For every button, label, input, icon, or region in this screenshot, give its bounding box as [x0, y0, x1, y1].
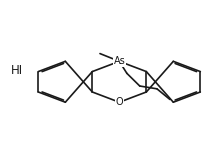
Text: HI: HI — [11, 64, 23, 77]
Text: O: O — [115, 97, 123, 107]
Text: As: As — [114, 56, 125, 66]
